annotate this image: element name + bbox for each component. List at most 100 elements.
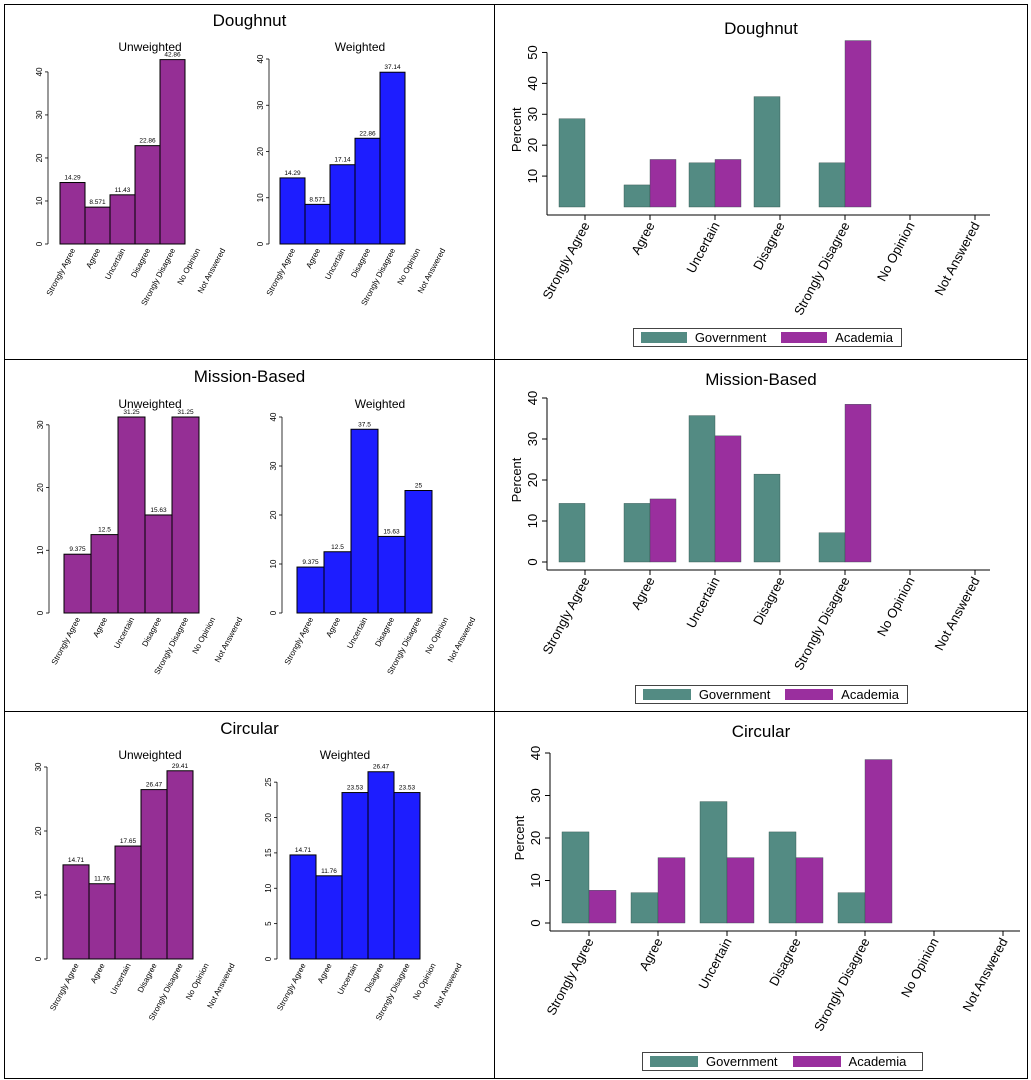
bar-disagree: [144, 514, 173, 614]
category-label: No Opinion: [874, 574, 918, 638]
legend-swatch-government: [643, 689, 691, 700]
data-label: 23.53: [347, 785, 364, 792]
bar-academia-agree: [649, 159, 677, 208]
data-label: 17.65: [120, 838, 137, 845]
bar-government-strongly-agree: [558, 503, 586, 563]
category-label: Disagree: [373, 615, 396, 648]
y-tick-label: 0: [36, 610, 45, 615]
circular-weighted-subtitle: Weighted: [319, 748, 371, 762]
y-tick-label: 30: [34, 762, 43, 771]
bar-government-disagree: [768, 831, 797, 924]
bar-government-disagree: [753, 96, 781, 208]
mission-left-title: Mission-Based: [193, 367, 306, 386]
y-tick-label: 10: [269, 559, 278, 568]
y-tick-label: 20: [34, 826, 43, 835]
category-label: Disagree: [750, 219, 788, 272]
category-label: No Opinion: [898, 935, 942, 999]
category-label: Uncertain: [345, 616, 369, 650]
category-label: Uncertain: [336, 962, 360, 996]
category-label: Agree: [628, 574, 658, 612]
data-label: 11.76: [321, 868, 337, 875]
category-label: No Opinion: [411, 962, 438, 1002]
bar-agree: [84, 206, 111, 245]
data-label: 15.63: [383, 528, 400, 535]
category-label: Strongly Agree: [265, 246, 298, 297]
bar-strongly-disagree: [171, 416, 200, 614]
data-label: 9.375: [302, 559, 319, 566]
y-tick-label: 0: [264, 956, 273, 961]
y-tick-label: 0: [525, 558, 540, 565]
circular-left-panel: Circular Unweighted Weighted 0 10 20 30 14.7…: [4, 711, 495, 1079]
y-tick-label: 40: [256, 54, 265, 63]
category-label: Agree: [636, 935, 666, 973]
bar-disagree: [377, 535, 406, 614]
y-tick-label: 40: [525, 76, 540, 90]
bar-academia-disagree: [795, 857, 824, 924]
doughnut-weighted-subtitle: Weighted: [334, 40, 386, 54]
y-axis-label: Percent: [509, 107, 524, 152]
bar-strongly-agree: [59, 182, 86, 245]
y-tick-label: 0: [269, 610, 278, 615]
bar-strongly-agree: [63, 553, 92, 614]
bar-academia-strongly-disagree: [844, 404, 872, 563]
data-label: 22.86: [139, 138, 156, 145]
doughnut-grouped-chart: 10 20 30 40 50 Percent Strongly Agree Agree Unce…: [509, 40, 990, 318]
mission-weighted-chart: 0 10 20 30 40 9.375 Strongly Agree 12.5 Agree 37.…: [269, 412, 477, 676]
category-label: Not Answered: [931, 219, 982, 298]
y-tick-label: 30: [528, 788, 543, 802]
mission-legend: Government Academia: [635, 685, 908, 704]
bar-strongly-disagree: [404, 490, 433, 614]
bar-government-agree: [630, 892, 659, 924]
legend-swatch-government: [650, 1056, 698, 1067]
data-label: 17.14: [334, 157, 351, 164]
bar-strongly-agree: [296, 566, 325, 614]
data-label: 14.71: [68, 857, 85, 864]
bar-uncertain: [350, 428, 379, 614]
bar-academia-agree: [649, 498, 677, 563]
bar-government-uncertain: [688, 162, 716, 208]
bar-government-strongly-agree: [561, 831, 590, 924]
legend-label-government: Government: [694, 330, 767, 345]
bar-academia-uncertain: [714, 159, 742, 208]
y-axis-label: Percent: [512, 815, 527, 860]
category-label: Agree: [304, 246, 322, 270]
bar-government-strongly-disagree: [837, 892, 866, 924]
category-label: Agree: [324, 615, 342, 639]
mission-unweighted-subtitle: Unweighted: [118, 397, 182, 411]
bar-academia-strongly-disagree: [864, 759, 893, 924]
y-tick-label: 40: [528, 746, 543, 760]
y-tick-label: 5: [264, 921, 273, 926]
bar-government-strongly-disagree: [818, 532, 846, 563]
category-label: Uncertain: [323, 247, 347, 281]
y-tick-label: 10: [528, 873, 543, 887]
bar-strongly-disagree: [159, 59, 186, 245]
bar-uncertain: [114, 845, 142, 960]
mission-weighted-subtitle: Weighted: [354, 397, 406, 411]
bar-agree: [323, 551, 352, 614]
category-label: Agree: [316, 961, 334, 985]
bar-strongly-agree: [62, 864, 90, 960]
y-tick-label: 40: [525, 391, 540, 405]
category-label: Agree: [628, 219, 658, 257]
y-tick-label: 30: [36, 420, 45, 429]
data-label: 11.76: [94, 876, 110, 883]
mission-right-title: Mission-Based: [705, 370, 817, 389]
y-tick-label: 10: [36, 545, 45, 554]
category-label: Strongly Agree: [543, 935, 596, 1017]
legend-swatch-government: [641, 332, 687, 343]
y-tick-label: 10: [525, 514, 540, 528]
data-label: 37.14: [384, 64, 401, 71]
legend-label-government: Government: [698, 687, 771, 702]
category-label: Strongly Disagree: [811, 935, 873, 1033]
data-label: 8.571: [309, 196, 326, 203]
category-label: No Opinion: [424, 616, 451, 656]
data-label: 8.571: [89, 199, 106, 206]
data-label: 42.86: [164, 52, 181, 59]
y-tick-label: 40: [35, 67, 44, 76]
category-label: Uncertain: [683, 574, 722, 630]
category-label: Disagree: [766, 935, 804, 988]
y-tick-label: 10: [525, 169, 540, 183]
bar-strongly-disagree: [379, 71, 406, 245]
